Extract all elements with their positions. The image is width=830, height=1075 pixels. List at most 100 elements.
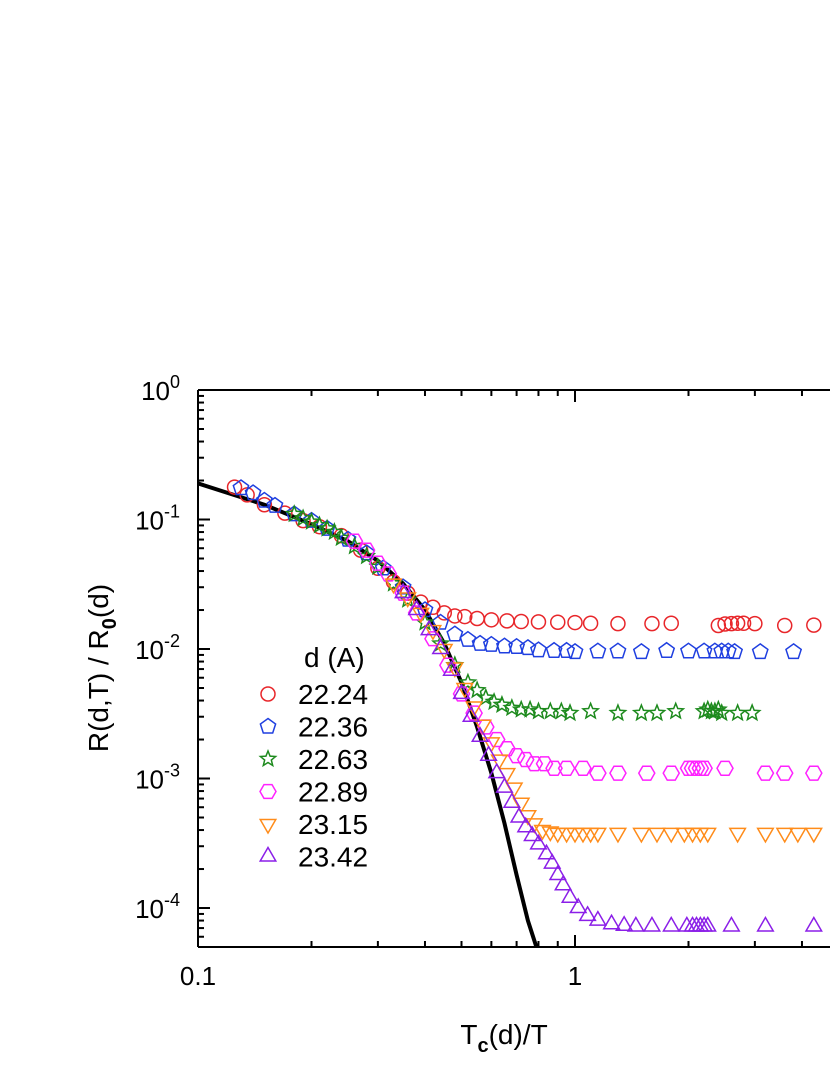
data-point xyxy=(374,559,392,576)
axes xyxy=(197,389,830,948)
data-point xyxy=(756,827,775,844)
data-point xyxy=(569,897,588,914)
data-point xyxy=(679,642,697,659)
data-point xyxy=(626,915,645,932)
data-point xyxy=(512,797,531,814)
tick-labels: 0.1 1 100 10-1 10-2 10-3 10-4 xyxy=(135,372,582,991)
data-point xyxy=(756,915,775,932)
data-point xyxy=(345,533,364,549)
series-22.24 xyxy=(226,479,822,634)
series-23.15 xyxy=(384,578,823,844)
legend-title: d (A) xyxy=(304,642,365,673)
data-point xyxy=(698,915,717,932)
data-point xyxy=(277,505,293,521)
data-point xyxy=(339,530,357,547)
data-point xyxy=(394,585,412,601)
data-point xyxy=(560,703,580,722)
data-point xyxy=(467,680,487,699)
data-point xyxy=(658,641,676,658)
data-point xyxy=(516,816,535,833)
data-point xyxy=(695,642,713,659)
data-point xyxy=(309,515,330,534)
data-point xyxy=(632,827,651,844)
data-point xyxy=(615,915,634,931)
data-point xyxy=(729,615,746,632)
data-point xyxy=(608,827,628,844)
data-point xyxy=(520,699,540,718)
data-point xyxy=(698,827,717,844)
data-point xyxy=(423,624,443,641)
data-point xyxy=(776,617,793,634)
data-point xyxy=(631,703,651,722)
data-point xyxy=(455,682,474,699)
data-point xyxy=(357,542,376,558)
legend-marker xyxy=(258,845,278,862)
data-point xyxy=(788,827,807,844)
data-point xyxy=(662,827,681,844)
data-point xyxy=(232,479,250,496)
data-point xyxy=(775,827,794,844)
data-points-layer xyxy=(226,479,823,932)
data-point xyxy=(407,599,426,616)
data-point xyxy=(458,672,478,691)
data-point xyxy=(523,825,542,842)
data-point xyxy=(662,915,681,932)
data-point xyxy=(473,719,493,736)
data-point xyxy=(255,491,273,508)
data-point xyxy=(565,827,585,844)
data-point xyxy=(588,910,607,926)
data-point xyxy=(632,642,650,660)
y-axis-title-part2: (d) xyxy=(83,584,114,618)
data-point xyxy=(529,833,548,850)
legend-marker xyxy=(258,748,278,768)
data-point xyxy=(301,511,322,530)
data-point xyxy=(717,616,733,632)
legend-marker xyxy=(260,686,276,702)
data-point xyxy=(581,701,601,720)
series-23.42 xyxy=(394,582,823,932)
data-point xyxy=(804,915,823,932)
y-tick-label: 10-3 xyxy=(135,761,180,795)
data-point xyxy=(459,630,477,647)
data-point xyxy=(431,638,450,655)
y-tick-label: 10-2 xyxy=(135,631,180,665)
data-point xyxy=(545,760,563,776)
y-axis-title-sub: 0 xyxy=(99,618,121,629)
data-point xyxy=(502,698,522,717)
data-point xyxy=(507,748,526,764)
x-axis-title-base: T xyxy=(460,1019,477,1050)
data-point xyxy=(726,642,744,660)
data-point xyxy=(482,737,501,753)
data-point xyxy=(578,905,597,922)
legend-marker xyxy=(258,818,278,835)
data-point xyxy=(728,827,747,844)
data-point xyxy=(394,582,413,599)
data-point xyxy=(557,760,576,776)
data-point xyxy=(647,703,667,722)
data-point xyxy=(785,642,803,660)
data-point xyxy=(549,614,566,630)
data-point xyxy=(530,614,547,630)
data-point xyxy=(666,701,686,720)
x-axis-title-rest: (d)/T xyxy=(489,1019,548,1050)
data-point xyxy=(461,706,481,722)
data-point xyxy=(728,703,748,722)
data-point xyxy=(266,496,284,513)
data-point xyxy=(476,687,496,706)
data-point xyxy=(284,504,304,523)
data-point xyxy=(479,745,498,761)
data-point xyxy=(558,641,576,658)
data-point xyxy=(293,508,313,527)
y-axis-title-part1: R(d,T) / R xyxy=(83,629,114,752)
data-point xyxy=(490,754,509,771)
data-point xyxy=(457,608,473,625)
series-22.89 xyxy=(345,533,823,781)
data-point xyxy=(470,726,490,743)
data-point xyxy=(244,484,262,501)
data-point xyxy=(662,765,681,781)
data-point xyxy=(804,827,823,844)
data-point xyxy=(722,915,741,932)
data-point xyxy=(483,612,500,628)
data-point xyxy=(683,827,702,844)
